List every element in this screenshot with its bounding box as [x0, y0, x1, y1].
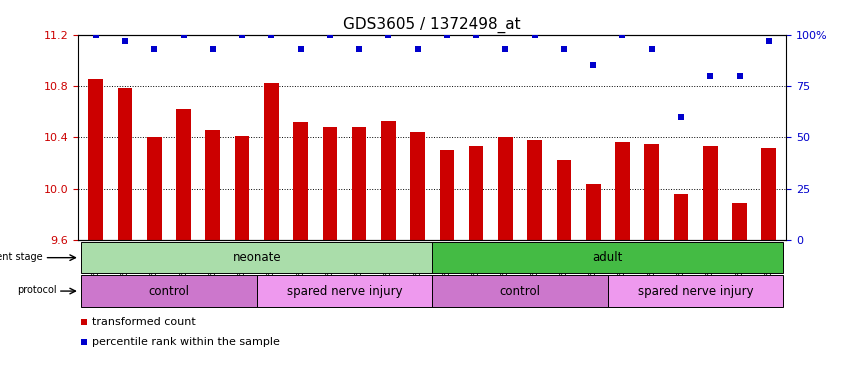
- Bar: [235, 136, 250, 240]
- Bar: [527, 140, 542, 240]
- Bar: [381, 121, 396, 240]
- Bar: [440, 150, 454, 240]
- Bar: [81, 242, 432, 273]
- Bar: [294, 122, 308, 240]
- Point: [733, 73, 746, 79]
- Text: spared nerve injury: spared nerve injury: [637, 285, 754, 298]
- Point: [528, 31, 542, 38]
- Point: [586, 62, 600, 68]
- Text: control: control: [500, 285, 541, 298]
- Bar: [323, 127, 337, 240]
- Point: [297, 212, 310, 218]
- Bar: [703, 146, 717, 240]
- Bar: [586, 184, 600, 240]
- Bar: [498, 137, 513, 240]
- Bar: [615, 142, 630, 240]
- Bar: [147, 137, 161, 240]
- Point: [440, 31, 453, 38]
- Bar: [410, 132, 425, 240]
- Point: [235, 31, 249, 38]
- Point: [352, 46, 366, 52]
- Point: [89, 31, 103, 38]
- Point: [674, 114, 688, 120]
- Text: spared nerve injury: spared nerve injury: [287, 285, 402, 298]
- Text: transformed count: transformed count: [93, 317, 196, 327]
- Bar: [205, 129, 220, 240]
- Text: control: control: [148, 285, 189, 298]
- Text: percentile rank within the sample: percentile rank within the sample: [93, 337, 280, 347]
- Bar: [432, 242, 784, 273]
- Point: [147, 46, 161, 52]
- Point: [323, 31, 336, 38]
- Text: neonate: neonate: [232, 251, 281, 264]
- Point: [297, 27, 310, 33]
- Point: [119, 38, 132, 44]
- Point: [499, 46, 512, 52]
- Point: [206, 46, 220, 52]
- Point: [265, 31, 278, 38]
- Point: [411, 46, 425, 52]
- Point: [382, 31, 395, 38]
- Bar: [557, 161, 571, 240]
- Point: [762, 38, 775, 44]
- Bar: [468, 146, 484, 240]
- Title: GDS3605 / 1372498_at: GDS3605 / 1372498_at: [343, 17, 521, 33]
- Bar: [257, 275, 432, 307]
- Bar: [432, 275, 608, 307]
- Point: [616, 31, 629, 38]
- Bar: [88, 79, 103, 240]
- Bar: [644, 144, 659, 240]
- Bar: [674, 194, 688, 240]
- Bar: [177, 109, 191, 240]
- Point: [704, 73, 717, 79]
- Point: [558, 46, 571, 52]
- Point: [645, 46, 659, 52]
- Bar: [264, 83, 278, 240]
- Point: [469, 31, 483, 38]
- Point: [294, 46, 307, 52]
- Bar: [733, 203, 747, 240]
- Text: adult: adult: [593, 251, 623, 264]
- Point: [177, 31, 190, 38]
- Text: development stage: development stage: [0, 252, 43, 262]
- Bar: [761, 147, 776, 240]
- Bar: [608, 275, 784, 307]
- Bar: [352, 127, 367, 240]
- Bar: [118, 88, 132, 240]
- Bar: [81, 275, 257, 307]
- Text: protocol: protocol: [17, 285, 56, 295]
